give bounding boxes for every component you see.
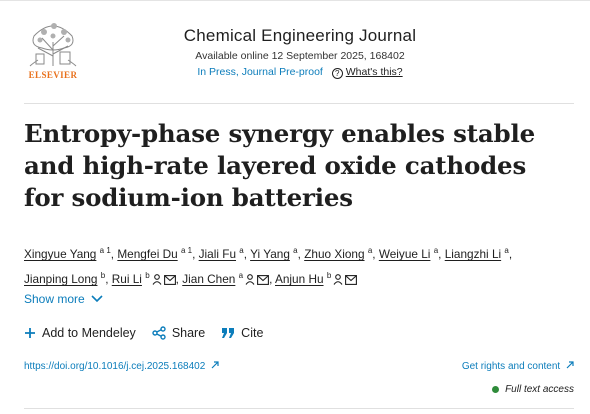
chevron-down-icon [91, 295, 103, 303]
author-affiliation: a [238, 271, 244, 280]
elsevier-logo[interactable]: ELSEVIER [24, 16, 82, 80]
author-name: Jianping Long [24, 272, 98, 286]
author-name: Mengfei Du [117, 247, 178, 261]
journal-info: Chemical Engineering Journal Available o… [114, 26, 486, 79]
header-divider [24, 103, 574, 104]
access-badge: Full text access [492, 384, 574, 395]
question-icon: ? [331, 68, 343, 79]
author-affiliation: b [145, 271, 150, 280]
author-affiliation: a [433, 246, 439, 255]
mail-icon[interactable] [257, 271, 270, 292]
author-link[interactable]: Jiali Fu a [198, 246, 244, 261]
author-affiliation: a [239, 246, 244, 255]
author-name: Zhuo Xiong [304, 247, 365, 261]
mail-icon[interactable] [345, 271, 358, 292]
author-affiliation: a [293, 246, 298, 255]
author-name: Jiali Fu [198, 247, 237, 261]
author-list: Xingyue Yang a 1, Mengfei Du a 1, Jiali … [24, 240, 576, 292]
available-date: Available online 12 September 2025, 1684… [195, 50, 405, 62]
elsevier-tree-icon [24, 16, 82, 68]
author-affiliation: a 1 [180, 246, 193, 255]
top-border [0, 0, 590, 1]
rights-text: Get rights and content [461, 361, 561, 372]
author-name: Xingyue Yang [24, 247, 97, 261]
author-name: Liangzhi Li [444, 247, 502, 261]
author-affiliation: b [326, 271, 332, 280]
cite-label: Cite [241, 326, 264, 340]
whats-this-link[interactable]: ? What's this? [331, 66, 403, 79]
publication-status: In Press, Journal Pre-proof ? What's this… [114, 66, 486, 79]
external-link-icon [566, 361, 574, 369]
author-affiliation: b [100, 271, 106, 280]
quote-icon [222, 328, 235, 338]
elsevier-wordmark: ELSEVIER [28, 70, 78, 80]
author-name: Yi Yang [250, 247, 290, 261]
author-link[interactable]: Yi Yang a [250, 246, 298, 261]
author-link[interactable]: Zhuo Xiong a [304, 246, 373, 261]
author-name: Weiyue Li [378, 247, 431, 261]
article-actions: Add to Mendeley Share Cite [24, 326, 263, 340]
add-to-mendeley-label: Add to Mendeley [42, 326, 136, 340]
rights-link[interactable]: Get rights and content [462, 361, 574, 372]
cite-button[interactable]: Cite [221, 326, 263, 340]
author-link[interactable]: Weiyue Li a [378, 246, 439, 261]
author-affiliation: a [504, 246, 509, 255]
show-more-label: Show more [24, 292, 85, 306]
author-link[interactable]: Anjun Hu b [275, 271, 358, 286]
mail-icon[interactable] [163, 271, 176, 292]
whats-this-label: What's this? [345, 66, 403, 78]
doi-link[interactable]: https://doi.org/10.1016/j.cej.2025.16840… [24, 361, 219, 372]
show-more-button[interactable]: Show more [24, 292, 103, 306]
share-label: Share [171, 326, 206, 340]
author-name: Jian Chen [182, 272, 236, 286]
author-link[interactable]: Liangzhi Li a [444, 246, 509, 261]
external-link-icon [211, 361, 219, 369]
author-link[interactable]: Jianping Long b [24, 271, 106, 286]
person-icon[interactable] [245, 271, 255, 292]
article-title: Entropy-phase synergy enables stable and… [24, 119, 535, 212]
journal-title[interactable]: Chemical Engineering Journal [183, 26, 417, 45]
author-affiliation: a [367, 246, 373, 255]
plus-icon [25, 328, 35, 338]
author-name: Anjun Hu [275, 272, 324, 286]
author-affiliation: a 1 [99, 246, 111, 255]
share-button[interactable]: Share [152, 326, 205, 340]
access-label: Full text access [505, 384, 574, 395]
footer-divider [24, 408, 574, 409]
author-link[interactable]: Mengfei Du a 1 [117, 246, 193, 261]
author-link[interactable]: Rui Li b [111, 271, 176, 286]
person-icon[interactable] [152, 271, 162, 292]
status-link[interactable]: In Press, Journal Pre-proof [197, 66, 323, 78]
share-icon [152, 326, 166, 340]
journal-header: ELSEVIER Chemical Engineering Journal Av… [24, 12, 576, 98]
access-dot-icon [492, 386, 500, 393]
doi-text: https://doi.org/10.1016/j.cej.2025.16840… [24, 361, 206, 372]
author-link[interactable]: Xingyue Yang a 1 [24, 246, 111, 261]
author-link[interactable]: Jian Chen a [182, 271, 270, 286]
author-name: Rui Li [111, 272, 142, 286]
person-icon[interactable] [333, 271, 343, 292]
add-to-mendeley-button[interactable]: Add to Mendeley [24, 326, 136, 340]
